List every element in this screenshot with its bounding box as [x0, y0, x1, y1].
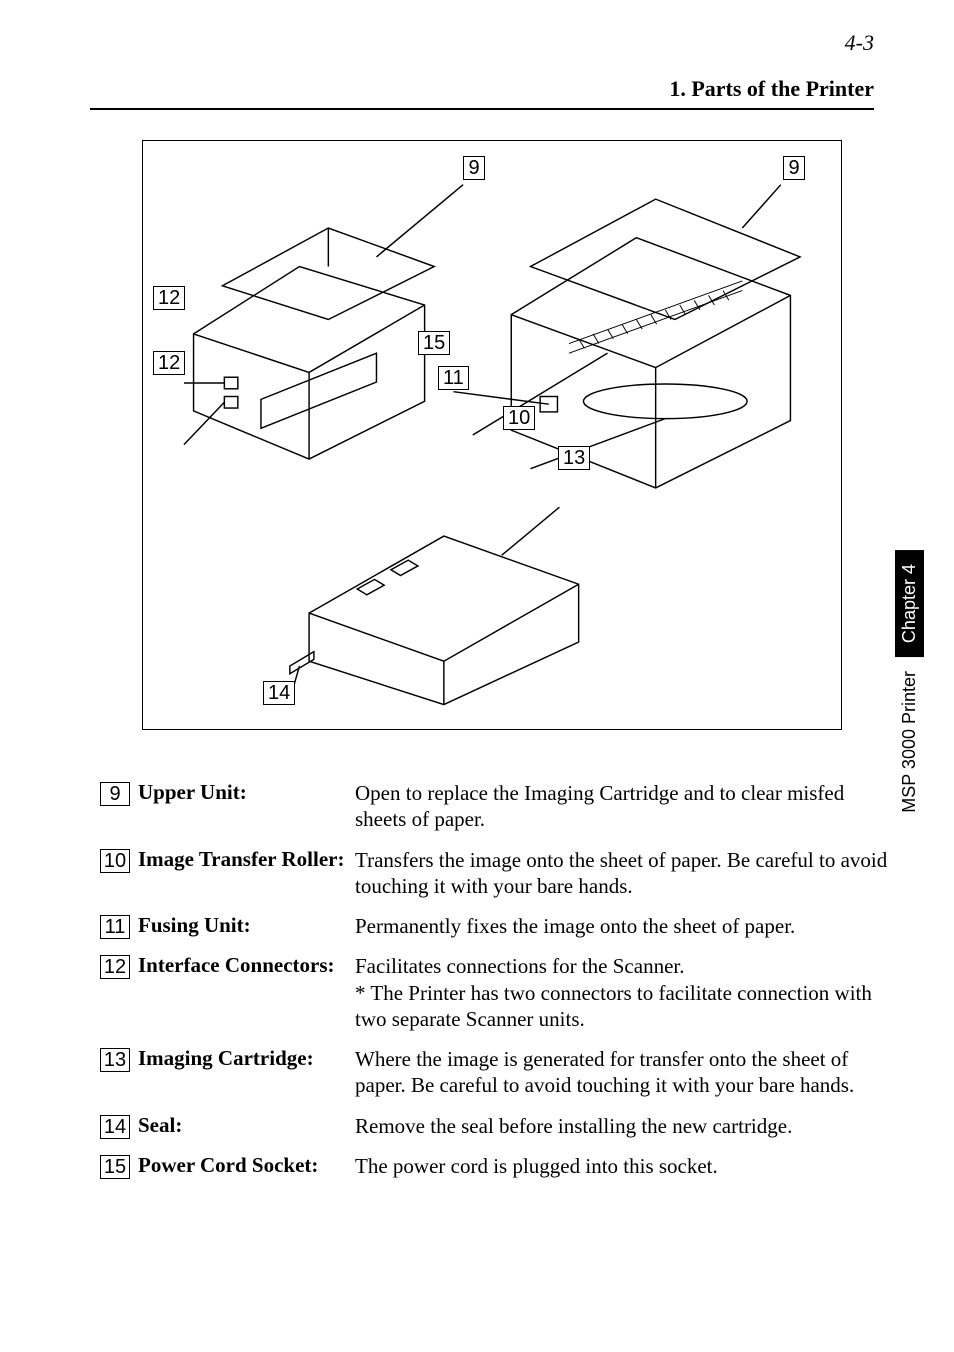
callout-10: 10	[503, 406, 535, 430]
callout-9-right: 9	[783, 156, 805, 180]
callout-12-upper: 12	[153, 286, 185, 310]
parts-list: 9 Upper Unit: Open to replace the Imagin…	[100, 780, 890, 1179]
part-name: Imaging Cartridge:	[130, 1046, 355, 1071]
part-number-box: 14	[100, 1115, 130, 1139]
part-row: 9 Upper Unit: Open to replace the Imagin…	[100, 780, 890, 833]
part-description: Permanently fixes the image onto the she…	[355, 913, 890, 939]
callout-11: 11	[438, 366, 469, 390]
part-name: Upper Unit:	[130, 780, 355, 805]
part-number-box: 12	[100, 955, 130, 979]
title-rule	[90, 108, 874, 110]
callout-14: 14	[263, 681, 295, 705]
part-row: 11 Fusing Unit: Permanently fixes the im…	[100, 913, 890, 939]
part-row: 10 Image Transfer Roller: Transfers the …	[100, 847, 890, 900]
callout-15: 15	[418, 331, 450, 355]
part-number-box: 10	[100, 849, 130, 873]
chapter-tab: Chapter 4	[895, 550, 924, 657]
part-name: Power Cord Socket:	[130, 1153, 355, 1178]
section-title: 1. Parts of the Printer	[90, 76, 874, 108]
part-row: 14 Seal: Remove the seal before installi…	[100, 1113, 890, 1139]
part-number-box: 15	[100, 1155, 130, 1179]
callout-13: 13	[558, 446, 590, 470]
part-number-box: 13	[100, 1048, 130, 1072]
side-tab: Chapter 4 MSP 3000 Printer	[894, 550, 924, 827]
part-row: 12 Interface Connectors: Facilitates con…	[100, 953, 890, 1032]
part-name: Interface Connectors:	[130, 953, 355, 978]
part-name: Fusing Unit:	[130, 913, 355, 938]
part-description: Open to replace the Imaging Cartridge an…	[355, 780, 890, 833]
part-description: Transfers the image onto the sheet of pa…	[355, 847, 890, 900]
diagram-svg	[153, 151, 831, 719]
callout-9-left: 9	[463, 156, 485, 180]
callout-12-lower: 12	[153, 351, 185, 375]
product-tab: MSP 3000 Printer	[899, 657, 920, 827]
part-description: Remove the seal before installing the ne…	[355, 1113, 890, 1139]
part-name: Seal:	[130, 1113, 355, 1138]
part-row: 13 Imaging Cartridge: Where the image is…	[100, 1046, 890, 1099]
printer-diagram: 9 9 12 12 15 11 10 13 14	[142, 140, 842, 730]
part-row: 15 Power Cord Socket: The power cord is …	[100, 1153, 890, 1179]
part-description: Facilitates connections for the Scanner.…	[355, 953, 890, 1032]
page-number: 4-3	[90, 30, 874, 56]
part-description: Where the image is generated for transfe…	[355, 1046, 890, 1099]
part-number-box: 9	[100, 782, 130, 806]
part-name: Image Transfer Roller:	[130, 847, 355, 872]
part-number-box: 11	[100, 915, 130, 939]
part-description: The power cord is plugged into this sock…	[355, 1153, 890, 1179]
